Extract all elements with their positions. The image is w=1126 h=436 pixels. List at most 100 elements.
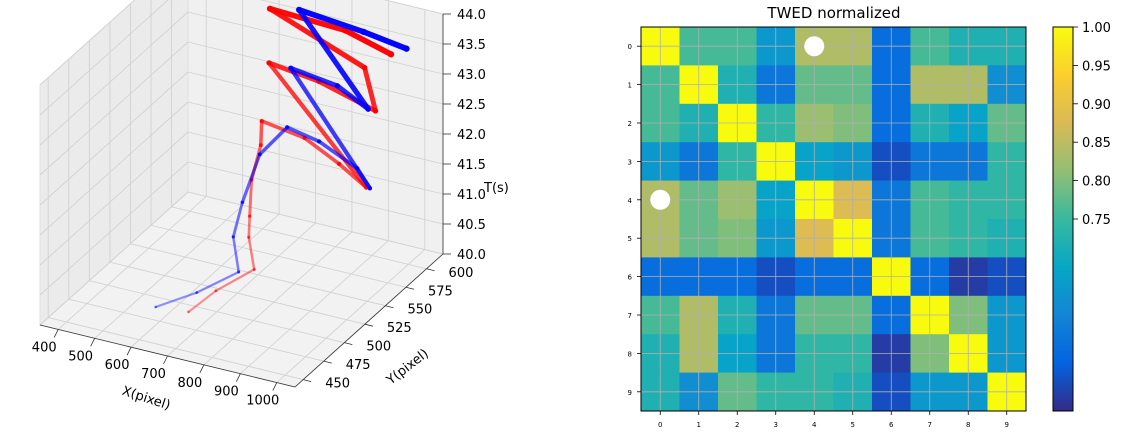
colorbar-tick-label: 1.00 <box>1082 21 1111 36</box>
heatmap-marker-circle <box>804 36 825 57</box>
z-tick-label: 42.5 <box>457 98 486 113</box>
trajectory-point <box>334 83 340 89</box>
x-tick-mark <box>163 355 168 365</box>
heatmap-markers <box>650 36 825 210</box>
trajectory-point <box>214 289 218 293</box>
x-tick-label: 600 <box>105 358 130 373</box>
y-tick-label: 450 <box>325 377 350 392</box>
trajectory-segment <box>195 270 240 294</box>
y-gridline-floor <box>109 261 365 325</box>
heatmap-y-tick-label: 7 <box>628 312 632 320</box>
z-gridline-left <box>39 11 189 146</box>
trajectory-point <box>296 6 303 13</box>
trajectory-point <box>403 45 410 52</box>
x-tick-mark <box>235 373 241 382</box>
heatmap-y-tick-label: 9 <box>628 389 632 397</box>
trajectory-point <box>187 310 190 314</box>
z-gridline-left <box>39 161 189 296</box>
heatmap-gridlines <box>641 27 1026 411</box>
heatmap-x-tick-label: 2 <box>735 421 739 429</box>
trajectory-point <box>361 64 368 71</box>
x-gridline-floor <box>240 240 389 375</box>
x-gridline-floor <box>203 231 353 366</box>
heatmap-x-tick-label: 9 <box>1005 421 1009 429</box>
trajectory-point <box>360 28 367 36</box>
heatmap-x-tick-label: 6 <box>889 421 894 429</box>
z-gridline-left <box>39 0 136 86</box>
trajectory-point <box>247 214 252 218</box>
heatmap-y-tick-label: 8 <box>628 350 632 358</box>
heatmap-x-tick-label: 0 <box>658 421 662 429</box>
trajectory-segment <box>232 235 240 274</box>
y-gridline-floor <box>89 280 345 344</box>
z-gridline-back <box>187 11 444 75</box>
z-gridline-left <box>39 101 189 236</box>
x-tick-mark <box>90 338 96 347</box>
y-tick-label: 600 <box>449 266 474 281</box>
x-gridline-floor <box>276 249 426 383</box>
trajectory-point <box>247 235 251 239</box>
heatmap-x-tick-label: 7 <box>928 421 932 429</box>
x-tick-label: 500 <box>68 349 93 364</box>
z-tick-label: 43.5 <box>457 38 486 53</box>
trajectory-segment <box>288 65 340 89</box>
z-tick-label: 44.0 <box>457 8 486 23</box>
trajectory-segment <box>214 268 256 292</box>
trajectory-segment <box>360 29 410 52</box>
heatmap-y-tick-label: 1 <box>628 82 632 90</box>
colorbar-tick-label: 0.75 <box>1082 213 1111 228</box>
y-tick-label: 475 <box>346 358 371 373</box>
y-tick-mark <box>303 379 312 382</box>
trajectory-segment <box>248 178 254 218</box>
trajectory-segment <box>240 152 262 204</box>
y-gridline-floor <box>150 224 407 288</box>
heatmap-x-tick-label: 5 <box>851 421 855 429</box>
trajectory-segment <box>154 291 198 309</box>
trajectory-point <box>372 108 379 114</box>
y-tick-label: 575 <box>428 284 453 299</box>
trajectory-point <box>354 166 360 171</box>
z-gridline-back <box>187 191 444 255</box>
trajectory-3d-plot: 400 500 600 700 800 900 1000 450 475 500 525 550 575… <box>32 0 509 414</box>
z-gridline-back <box>383 0 444 15</box>
x-gridline-floor <box>167 222 316 357</box>
3d-axis-grid <box>39 0 444 388</box>
y-gridline-floor <box>68 298 324 362</box>
trajectory-point <box>259 118 264 124</box>
heatmap-y-tick-label: 5 <box>628 235 632 243</box>
x-gridline-floor <box>94 204 243 339</box>
colorbar-tick-label: 0.90 <box>1082 98 1111 113</box>
heatmap-y-tick-label: 2 <box>628 120 632 128</box>
x-tick-mark <box>272 382 278 391</box>
twed-heatmap: TWED normalized 0 1 2 3 4 5 6 7 8 9 0 1 2 3 4 5 6 7 8 9 <box>628 4 1027 429</box>
z-axis-label: T(s) <box>483 181 509 196</box>
z-gridline-left <box>39 71 189 206</box>
z-tick-label: 42.0 <box>457 128 486 143</box>
trajectory-point <box>367 186 373 191</box>
x-tick-label: 800 <box>178 376 203 391</box>
trajectory-segment <box>247 214 252 239</box>
trajectory-point <box>237 270 241 274</box>
heatmap-tick-labels: 0 1 2 3 4 5 6 7 8 9 0 1 2 3 4 5 6 7 8 9 <box>628 43 1009 429</box>
trajectory-segment <box>317 139 360 171</box>
heatmap-y-tick-label: 4 <box>628 197 633 205</box>
y-tick-mark <box>385 305 394 309</box>
trajectory-point <box>266 60 272 66</box>
x-tick-label: 700 <box>141 367 166 382</box>
heatmap-title: TWED normalized <box>766 4 900 22</box>
trajectory-point <box>316 139 322 144</box>
colorbar-tick-label: 0.95 <box>1082 59 1111 74</box>
trajectory-segment <box>187 289 217 313</box>
y-gridline-floor <box>171 206 427 270</box>
z-gridline-back <box>187 161 444 225</box>
y-tick-mark <box>426 268 435 272</box>
z-gridline-left <box>39 0 169 116</box>
colorbar-gradient <box>1052 26 1074 412</box>
series-blue <box>154 6 410 309</box>
heatmap-x-tick-label: 3 <box>774 421 778 429</box>
z-gridline-left <box>39 131 189 266</box>
z-tick-label: 41.5 <box>457 158 486 173</box>
trajectory-point <box>285 125 290 130</box>
heatmap-y-tick-label: 3 <box>628 158 632 166</box>
